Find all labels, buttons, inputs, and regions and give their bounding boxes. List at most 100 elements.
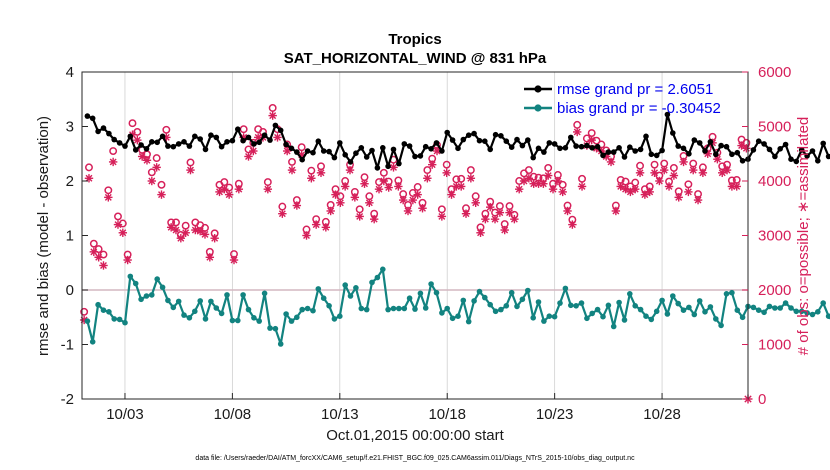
y-tick-label: -2: [61, 391, 74, 408]
obs-assimilated-point: [539, 179, 548, 188]
rmse-point: [551, 141, 558, 147]
obs-assimilated-point: [587, 135, 596, 145]
obs-possible-point: [152, 154, 161, 163]
rmse-point: [170, 143, 177, 150]
bias-point: [825, 313, 830, 319]
bias-point: [213, 305, 220, 311]
bias-point: [653, 308, 660, 315]
rmse-point: [224, 139, 230, 145]
obs-assimilated-point: [263, 184, 273, 194]
bias-point: [643, 313, 649, 320]
bias-point: [815, 309, 821, 315]
bias-point: [686, 304, 692, 311]
obs-assimilated-point: [311, 220, 321, 229]
rmse-point: [487, 146, 494, 153]
rmse-point: [594, 143, 601, 150]
bias-point: [111, 316, 117, 322]
rmse-point: [578, 143, 585, 150]
obs-possible-point: [442, 160, 451, 169]
obs-assimilated-point: [355, 212, 364, 221]
rmse-point: [310, 149, 316, 156]
bias-point: [750, 304, 757, 311]
rmse-point: [584, 142, 590, 149]
rmse-point: [326, 148, 332, 155]
rmse-point: [519, 142, 526, 149]
bias-point: [299, 306, 306, 313]
obs-possible-point: [578, 174, 586, 183]
obs-assimilated-point: [548, 184, 558, 194]
obs-possible-point: [544, 163, 553, 172]
bias-point: [605, 302, 612, 309]
obs-assimilated-point: [287, 165, 297, 175]
bias-point: [551, 313, 558, 320]
rmse-point: [288, 145, 295, 152]
obs-assimilated-point: [108, 157, 118, 167]
obs-possible-point: [85, 163, 93, 172]
obs-assimilated-point: [268, 111, 277, 120]
obs-assimilated-point: [369, 214, 379, 224]
obs-assimilated-point: [365, 198, 374, 207]
bias-point: [261, 290, 268, 297]
bias-point: [396, 305, 402, 312]
rmse-point: [508, 144, 515, 150]
rmse-point: [331, 154, 338, 161]
obs-assimilated-point: [660, 165, 669, 175]
rmse-point: [374, 165, 381, 171]
rmse-point: [637, 146, 644, 153]
rmse-point: [750, 147, 757, 153]
bias-point: [680, 307, 687, 314]
rmse-point: [825, 153, 830, 160]
obs-assimilated-point: [229, 255, 239, 265]
bias-point: [143, 293, 150, 299]
obs-assimilated-point: [456, 182, 466, 191]
obs-assimilated-point: [118, 228, 128, 237]
bias-point: [251, 315, 257, 321]
bias-point: [277, 341, 284, 347]
rmse-point: [734, 149, 741, 156]
obs-possible-point: [379, 168, 388, 177]
rmse-point: [482, 138, 488, 144]
y-tick-label: 0: [66, 282, 74, 299]
bias-point: [718, 322, 724, 329]
bias-point: [734, 307, 741, 314]
bias-point: [170, 304, 177, 311]
obs-assimilated-point: [485, 202, 495, 212]
obs-assimilated-point: [316, 168, 326, 178]
bias-point: [739, 314, 746, 321]
bias-point: [385, 306, 391, 313]
rmse-point: [476, 137, 483, 144]
bias-point: [449, 315, 456, 322]
x-axis-label: Oct.01,2015 00:00:00 start: [326, 427, 504, 444]
rmse-point: [347, 159, 354, 165]
bias-point: [546, 313, 553, 320]
y-right-tick-label: 2000: [758, 282, 791, 299]
obs-assimilated-point: [340, 182, 350, 191]
rmse-point: [455, 145, 461, 152]
rmse-point: [143, 146, 150, 152]
obs-possible-point: [162, 125, 171, 134]
bias-point: [116, 316, 123, 323]
rmse-point: [294, 149, 300, 155]
bias-point: [471, 298, 477, 304]
rmse-point: [116, 140, 123, 146]
obs-assimilated-point: [273, 133, 282, 142]
obs-assimilated-point: [524, 174, 534, 183]
obs-assimilated-point: [389, 163, 398, 172]
rmse-point: [798, 147, 805, 153]
rmse-point: [111, 136, 117, 143]
obs-possible-point: [524, 166, 533, 175]
rmse-point: [304, 148, 311, 154]
rmse-point: [793, 158, 800, 165]
obs-assimilated-point: [224, 190, 234, 199]
rmse-point: [181, 139, 187, 145]
rmse-point: [739, 158, 746, 164]
obs-assimilated-point: [432, 146, 442, 156]
bias-point: [632, 303, 638, 309]
obs-assimilated-point: [142, 156, 152, 165]
obs-assimilated-point: [278, 209, 287, 218]
rmse-point: [718, 142, 724, 149]
obs-assimilated-point: [606, 157, 616, 167]
rmse-point: [422, 143, 429, 150]
bias-point: [793, 308, 800, 315]
bias-point: [755, 307, 762, 314]
